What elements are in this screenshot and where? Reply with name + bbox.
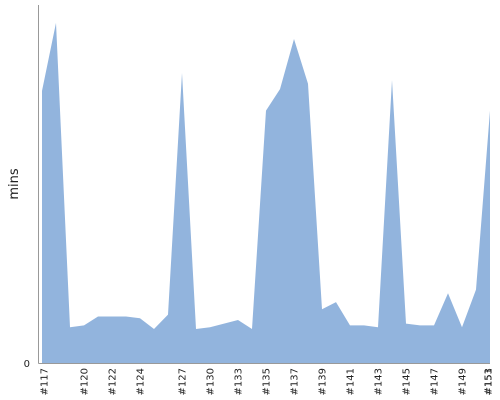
x-tick-label: #120 <box>80 368 91 395</box>
x-tick-labels: #117 #120 #122 #124 #127 #130 #133 #135 #137 #139… <box>40 368 495 395</box>
x-tick-label: #130 <box>206 368 217 395</box>
x-tick-label: #135 <box>262 368 273 395</box>
x-tick-label: #127 <box>178 368 189 395</box>
x-tick-label: #137 <box>290 368 301 395</box>
x-tick-label: #153 <box>484 368 495 395</box>
x-tick-label: #141 <box>346 368 357 395</box>
x-tick-label: #151 <box>484 368 495 395</box>
x-tick-label: #143 <box>374 368 385 395</box>
y-tick-label: 0 <box>24 359 30 370</box>
plot-area <box>42 22 490 364</box>
x-tick-label: #122 <box>108 368 119 395</box>
x-tick-label: #147 <box>430 368 441 395</box>
x-tick-label: #139 <box>318 368 329 395</box>
y-axis-label: mins <box>7 168 22 200</box>
area-series <box>42 22 490 364</box>
x-tick-label: #149 <box>458 368 469 395</box>
x-tick-label: #117 <box>40 368 51 395</box>
x-tick-label: #124 <box>136 368 147 395</box>
x-tick-label: #133 <box>234 368 245 395</box>
x-tick-label: #145 <box>402 368 413 395</box>
